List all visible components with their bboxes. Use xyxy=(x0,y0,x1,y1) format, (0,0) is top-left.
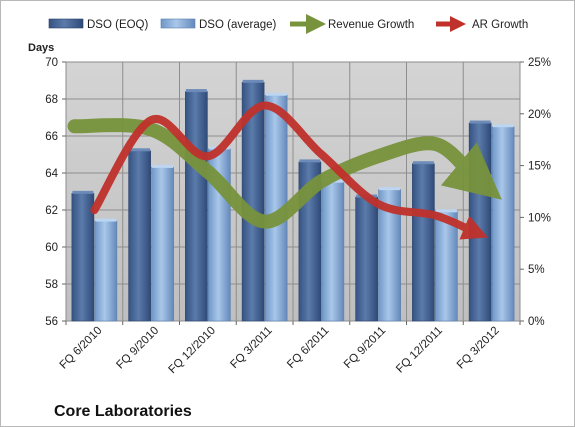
y-tick-label: 70 xyxy=(45,57,58,69)
x-tick-label: FQ 12/2010 xyxy=(167,325,218,376)
bar-top-dso-average xyxy=(152,164,174,168)
y2-tick-label: 15% xyxy=(528,161,551,173)
legend-item-revenue-growth: Revenue Growth xyxy=(290,14,414,34)
bar-dso-average xyxy=(151,167,174,322)
bar-top-dso-average xyxy=(379,187,401,191)
bar-top-dso-eoq xyxy=(129,148,151,152)
y-tick-label: 56 xyxy=(45,316,58,328)
legend-item-dso-eoq: DSO (EOQ) xyxy=(48,18,149,31)
x-tick-label: FQ 9/2010 xyxy=(114,325,161,372)
legend-item-ar-growth: AR Growth xyxy=(436,15,528,32)
x-tick-label: FQ 6/2011 xyxy=(285,325,331,371)
x-tick-label: FQ 6/2010 xyxy=(58,325,105,372)
bar-dso-eoq xyxy=(185,91,208,322)
revenue-growth-line xyxy=(67,118,502,229)
bar-dso-eoq xyxy=(412,163,435,322)
bar-dso-average xyxy=(321,181,345,322)
y2-tick-label: 0% xyxy=(528,316,545,328)
bar-dso-eoq xyxy=(71,193,95,322)
y-tick-label: 66 xyxy=(45,131,58,143)
bar-dso-average xyxy=(435,211,458,322)
x-tick-label: FQ 3/2011 xyxy=(228,325,274,371)
chart-title: Core Laboratories xyxy=(54,403,192,420)
bar-top-dso-average xyxy=(95,218,117,222)
y-tick-label: 60 xyxy=(45,242,58,254)
bar-dso-eoq xyxy=(468,122,492,322)
bar-top-dso-eoq xyxy=(242,79,264,83)
y2-tick-label: 10% xyxy=(528,212,551,224)
y-tick-label: 68 xyxy=(45,94,58,106)
legend-label-ar-growth: AR Growth xyxy=(472,19,528,31)
y-tick-label: 58 xyxy=(45,279,58,291)
x-tick-label: FQ 9/2011 xyxy=(342,325,388,371)
y2-tick-label: 25% xyxy=(528,57,551,69)
bar-top-dso-eoq xyxy=(469,120,491,124)
legend-label-dso-average: DSO (average) xyxy=(199,19,277,31)
y2-tick-label: 20% xyxy=(528,109,551,121)
x-tick-label: FQ 3/2012 xyxy=(455,325,502,372)
bar-dso-eoq xyxy=(355,196,378,322)
legend-label-revenue-growth: Revenue Growth xyxy=(328,19,414,31)
bar-top-dso-eoq xyxy=(299,159,321,163)
bar-dso-average xyxy=(94,220,118,322)
y-tick-label: 64 xyxy=(45,168,58,180)
bar-top-dso-average xyxy=(435,209,457,213)
growth-lines xyxy=(67,101,502,240)
legend-item-dso-average: DSO (average) xyxy=(160,18,277,31)
y-tick-label: 62 xyxy=(45,205,58,217)
bar-dso-average xyxy=(491,126,515,322)
bar-top-dso-average xyxy=(265,92,287,96)
x-axis: FQ 6/2010 FQ 9/2010 FQ 12/2010 FQ 3/2011 FQ … xyxy=(58,321,521,376)
bar-dso-eoq xyxy=(128,150,151,322)
bar-top-dso-eoq xyxy=(412,161,434,165)
y2-tick-label: 5% xyxy=(528,264,545,276)
x-tick-label: FQ 12/2011 xyxy=(394,325,445,376)
bar-top-dso-average xyxy=(492,124,514,128)
y-axis-left: 56 58 60 62 64 66 68 70 xyxy=(45,57,66,328)
legend-label-dso-eoq: DSO (EOQ) xyxy=(87,19,149,31)
bar-top-dso-eoq xyxy=(185,89,207,93)
y-axis-right: 0% 5% 10% 15% 20% 25% xyxy=(520,57,551,328)
bar-top-dso-eoq xyxy=(72,190,94,194)
legend-swatch-dso-average xyxy=(160,18,196,29)
legend: DSO (EOQ) DSO (average) Revenue Growth A… xyxy=(48,14,528,34)
ar-growth-line xyxy=(90,101,489,240)
legend-swatch-dso-eoq xyxy=(48,18,84,29)
y-axis-title: Days xyxy=(28,42,54,54)
